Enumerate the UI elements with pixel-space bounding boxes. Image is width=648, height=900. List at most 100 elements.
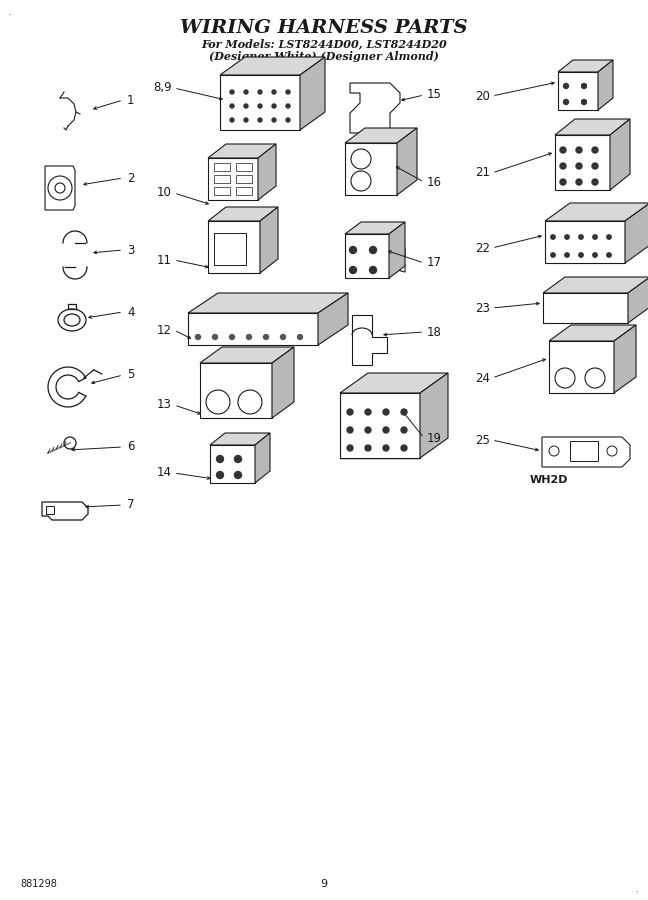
Polygon shape: [318, 293, 348, 345]
Circle shape: [286, 118, 290, 122]
Text: 7: 7: [127, 499, 135, 511]
Text: 20: 20: [475, 89, 490, 103]
Circle shape: [286, 104, 290, 108]
Polygon shape: [545, 221, 625, 263]
Text: 4: 4: [127, 305, 135, 319]
Polygon shape: [340, 373, 448, 393]
Polygon shape: [543, 277, 648, 293]
Polygon shape: [188, 293, 348, 313]
Polygon shape: [255, 433, 270, 483]
Circle shape: [383, 445, 389, 451]
Circle shape: [564, 100, 568, 104]
Circle shape: [565, 235, 569, 239]
Text: .: .: [636, 886, 638, 895]
Circle shape: [281, 335, 286, 339]
Circle shape: [369, 266, 376, 274]
Polygon shape: [272, 347, 294, 418]
Polygon shape: [345, 222, 405, 234]
Polygon shape: [628, 277, 648, 323]
Text: 10: 10: [157, 186, 172, 200]
Circle shape: [401, 427, 407, 433]
Circle shape: [213, 335, 218, 339]
Circle shape: [216, 455, 224, 463]
Circle shape: [258, 118, 262, 122]
Polygon shape: [345, 234, 389, 278]
Circle shape: [365, 445, 371, 451]
Circle shape: [576, 147, 582, 153]
Circle shape: [297, 335, 303, 339]
Polygon shape: [258, 144, 276, 200]
Polygon shape: [598, 60, 613, 110]
Text: 9: 9: [321, 879, 327, 889]
Polygon shape: [200, 363, 272, 418]
Circle shape: [560, 179, 566, 185]
Polygon shape: [210, 433, 270, 445]
Text: 13: 13: [157, 399, 172, 411]
Circle shape: [244, 118, 248, 122]
Circle shape: [560, 147, 566, 153]
Circle shape: [272, 90, 276, 94]
Circle shape: [230, 90, 234, 94]
Circle shape: [565, 253, 569, 257]
Text: WIRING HARNESS PARTS: WIRING HARNESS PARTS: [180, 19, 468, 37]
Bar: [214, 175, 230, 183]
Circle shape: [272, 118, 276, 122]
Circle shape: [592, 179, 598, 185]
Circle shape: [592, 147, 598, 153]
Polygon shape: [614, 325, 636, 393]
Circle shape: [347, 409, 353, 415]
Text: .: .: [8, 8, 10, 17]
Text: 8,9: 8,9: [154, 82, 172, 94]
Polygon shape: [345, 143, 397, 195]
Polygon shape: [549, 341, 614, 393]
Circle shape: [576, 163, 582, 169]
Polygon shape: [220, 57, 325, 75]
Bar: [46, 506, 54, 514]
Polygon shape: [555, 119, 630, 135]
Text: 24: 24: [475, 372, 490, 384]
Text: 22: 22: [475, 241, 490, 255]
Polygon shape: [397, 128, 417, 195]
Polygon shape: [208, 158, 258, 200]
Circle shape: [229, 335, 235, 339]
Circle shape: [365, 409, 371, 415]
Circle shape: [581, 100, 586, 104]
Circle shape: [593, 235, 597, 239]
Circle shape: [607, 253, 611, 257]
Polygon shape: [420, 373, 448, 458]
Text: 15: 15: [427, 88, 442, 102]
Circle shape: [607, 235, 611, 239]
Circle shape: [551, 253, 555, 257]
Circle shape: [258, 104, 262, 108]
Text: 12: 12: [157, 323, 172, 337]
Polygon shape: [625, 203, 648, 263]
Text: 881298: 881298: [20, 879, 57, 889]
Polygon shape: [208, 207, 278, 221]
Text: (Designer White) (Designer Almond): (Designer White) (Designer Almond): [209, 50, 439, 61]
Circle shape: [196, 335, 200, 339]
Circle shape: [401, 409, 407, 415]
Polygon shape: [610, 119, 630, 190]
Polygon shape: [220, 75, 300, 130]
Circle shape: [581, 84, 586, 88]
Circle shape: [272, 104, 276, 108]
Bar: [236, 163, 252, 171]
Text: 23: 23: [475, 302, 490, 314]
Polygon shape: [208, 144, 276, 158]
Polygon shape: [543, 293, 628, 323]
Text: 17: 17: [427, 256, 442, 269]
Text: 11: 11: [157, 254, 172, 266]
Text: 19: 19: [427, 431, 442, 445]
Circle shape: [383, 409, 389, 415]
Circle shape: [564, 84, 568, 88]
Polygon shape: [549, 325, 636, 341]
Circle shape: [401, 445, 407, 451]
Text: 16: 16: [427, 176, 442, 188]
Bar: [236, 175, 252, 183]
Circle shape: [579, 235, 583, 239]
Text: 21: 21: [475, 166, 490, 179]
Text: 1: 1: [127, 94, 135, 106]
Polygon shape: [260, 207, 278, 273]
Polygon shape: [188, 313, 318, 345]
Circle shape: [286, 90, 290, 94]
